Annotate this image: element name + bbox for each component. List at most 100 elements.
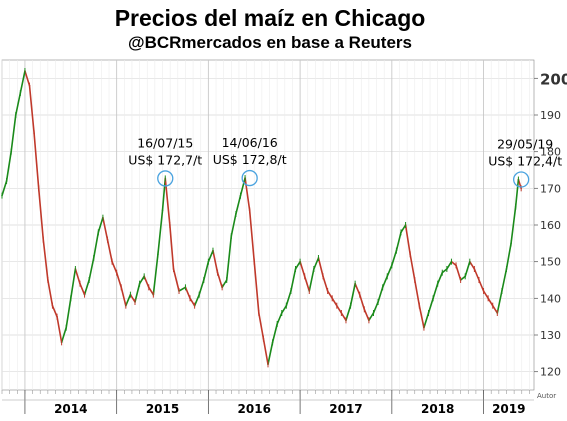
price-segment bbox=[335, 304, 343, 314]
x-year-label: 2017 bbox=[329, 402, 362, 416]
price-segment bbox=[56, 315, 63, 344]
price-segment bbox=[138, 275, 145, 285]
price-segment bbox=[1, 180, 8, 197]
price-segment bbox=[468, 260, 476, 270]
price-segment bbox=[207, 249, 214, 263]
price-segment bbox=[24, 70, 31, 87]
price-segment bbox=[482, 290, 489, 300]
price-segment bbox=[285, 290, 292, 307]
price-segment bbox=[157, 209, 164, 256]
price-segment bbox=[276, 312, 283, 325]
price-segment bbox=[340, 312, 347, 322]
price-segment bbox=[313, 257, 320, 270]
price-segment bbox=[19, 70, 26, 94]
y-tick-label: 150 bbox=[540, 256, 561, 269]
price-segment bbox=[386, 264, 393, 278]
price-segment bbox=[505, 242, 512, 270]
y-tick-label: 200 bbox=[540, 70, 567, 88]
price-segment bbox=[491, 304, 499, 314]
price-segment bbox=[239, 177, 246, 197]
price-segment bbox=[147, 286, 155, 296]
price-segment bbox=[280, 304, 288, 314]
price-segment bbox=[120, 286, 127, 307]
price-segment bbox=[248, 209, 256, 263]
price-segment bbox=[501, 268, 508, 292]
price-segment bbox=[400, 224, 407, 234]
price-segment bbox=[97, 216, 104, 234]
y-tick-label: 170 bbox=[540, 182, 561, 195]
annotation-date: 29/05/19 bbox=[497, 137, 553, 152]
price-segment bbox=[267, 341, 274, 366]
price-segment bbox=[83, 279, 90, 296]
price-segment bbox=[193, 293, 201, 307]
price-segment bbox=[106, 238, 113, 263]
price-segment bbox=[161, 177, 167, 212]
price-segment bbox=[450, 260, 457, 267]
y-tick-label: 140 bbox=[540, 292, 561, 305]
price-segment bbox=[14, 92, 22, 116]
price-segment bbox=[262, 337, 269, 366]
price-segment bbox=[436, 271, 444, 285]
price-segment bbox=[69, 268, 77, 300]
price-segment bbox=[331, 297, 338, 307]
price-segment bbox=[184, 286, 191, 300]
price-segment bbox=[363, 308, 370, 322]
price-segment bbox=[125, 293, 132, 307]
price-segment bbox=[322, 275, 329, 292]
price-segment bbox=[216, 271, 223, 289]
price-segment bbox=[317, 257, 324, 278]
price-segment bbox=[487, 297, 494, 307]
price-segment bbox=[178, 286, 187, 292]
grid-lines bbox=[1, 59, 535, 391]
price-segment bbox=[5, 150, 12, 182]
price-series bbox=[1, 68, 522, 368]
price-segment bbox=[441, 268, 448, 274]
y-tick-label: 120 bbox=[540, 366, 561, 379]
peak-marker bbox=[241, 169, 258, 187]
annotation-price: US$ 172,4/t bbox=[488, 154, 562, 169]
price-segment bbox=[79, 282, 86, 296]
price-segment bbox=[271, 323, 278, 344]
price-segment bbox=[221, 279, 228, 289]
price-segment bbox=[510, 205, 517, 245]
price-segment bbox=[345, 304, 352, 322]
price-segment bbox=[92, 231, 100, 259]
price-segment bbox=[74, 268, 81, 285]
chart-title: Precios del maíz en Chicago bbox=[114, 5, 426, 31]
y-tick-label: 160 bbox=[540, 219, 561, 232]
price-segment bbox=[381, 275, 389, 289]
price-segment bbox=[33, 132, 40, 190]
x-year-label: 2016 bbox=[238, 402, 271, 416]
price-segment bbox=[28, 84, 35, 135]
annotation-price: US$ 172,8/t bbox=[213, 152, 287, 167]
price-segment bbox=[478, 279, 485, 292]
price-segment bbox=[455, 264, 462, 281]
peak-marker bbox=[513, 171, 530, 188]
price-segment bbox=[409, 253, 416, 281]
annotation-date: 14/06/16 bbox=[222, 135, 278, 150]
price-segment bbox=[395, 231, 402, 252]
price-segment bbox=[464, 260, 471, 278]
annotations: 16/07/15 US$ 172,7/t 14/06/16 US$ 172,8/t 29… bbox=[128, 135, 562, 188]
x-year-label: 2015 bbox=[146, 402, 179, 416]
price-segment bbox=[111, 260, 118, 274]
price-segment bbox=[152, 253, 159, 296]
price-segment bbox=[235, 194, 242, 215]
price-segment bbox=[404, 224, 411, 256]
price-segment bbox=[102, 216, 109, 241]
chart-subtitle: @BCRmercados en base a Reuters bbox=[128, 33, 412, 52]
price-segment bbox=[225, 235, 233, 281]
price-segment bbox=[115, 271, 123, 289]
price-segment bbox=[413, 279, 421, 307]
price-segment bbox=[10, 114, 17, 153]
x-year-label: 2014 bbox=[54, 402, 87, 416]
price-segment bbox=[65, 297, 72, 329]
price-segment bbox=[290, 268, 297, 292]
price-segment bbox=[308, 268, 315, 292]
chart-title-block: Precios del maíz en Chicago @BCRmercados… bbox=[0, 4, 540, 54]
price-segment bbox=[230, 213, 237, 237]
price-segment bbox=[37, 187, 45, 241]
price-segment bbox=[368, 312, 375, 322]
price-segment bbox=[418, 304, 425, 329]
annotation-date: 16/07/15 bbox=[137, 135, 193, 150]
